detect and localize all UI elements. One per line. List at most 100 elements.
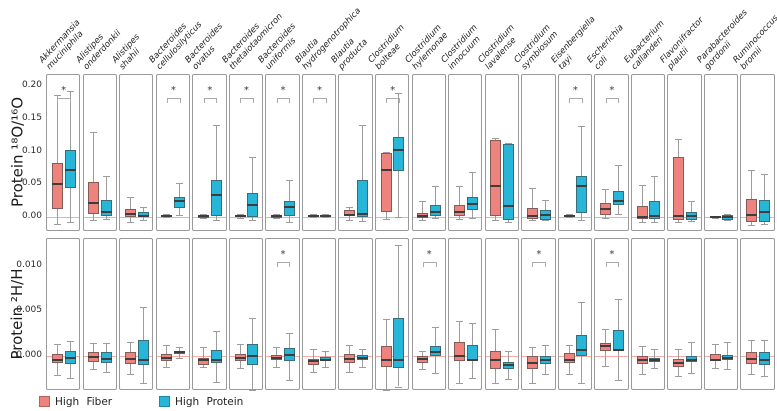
whisker-cap <box>565 217 573 218</box>
box-high-protein <box>393 318 405 368</box>
box-high-fiber <box>380 346 392 367</box>
box-high-protein <box>576 176 588 214</box>
median-line <box>466 202 478 205</box>
significance-star: * <box>280 85 286 96</box>
panel-alistipes-shahii <box>119 74 154 231</box>
panel-parabacteroides-gordonii <box>703 238 739 390</box>
whisker-cap <box>249 318 257 320</box>
box-high-fiber <box>636 205 648 219</box>
whisker-cap <box>651 221 659 223</box>
whisker-cap <box>687 373 695 374</box>
zero-line <box>193 217 226 218</box>
box-high-protein <box>137 339 149 365</box>
median-line <box>101 211 113 214</box>
panel-ruminococcus-bromii <box>740 74 775 231</box>
whisker-cap <box>90 220 98 222</box>
panel-clostridium-innocuum <box>448 74 483 231</box>
significance-bracket-leg <box>422 262 424 267</box>
panel-clostridium-bolteae: * <box>374 74 410 231</box>
median-line <box>612 200 624 203</box>
whisker-cap <box>53 94 61 96</box>
whisker-cap <box>638 373 646 375</box>
significance-bracket-leg <box>532 262 534 267</box>
panel-bacteroides-cellulosilyticus <box>155 238 191 390</box>
box-high-protein <box>466 345 478 362</box>
whisker-cap <box>492 220 500 222</box>
whisker-cap <box>103 372 111 374</box>
median-line <box>198 215 209 218</box>
significance-bracket <box>386 98 399 99</box>
box-high-protein <box>283 201 295 217</box>
whisker <box>617 165 619 215</box>
box-high-protein <box>210 349 222 364</box>
median-line <box>307 214 319 217</box>
whisker-cap <box>528 382 536 384</box>
median-line <box>539 214 551 217</box>
whisker-cap <box>724 369 732 371</box>
zero-line <box>595 217 628 218</box>
panel-bacteroides-uniformis: * <box>265 74 300 231</box>
box-high-protein <box>247 344 259 365</box>
whisker-cap <box>675 348 683 350</box>
whisker-cap <box>455 218 463 220</box>
box-high-fiber <box>563 353 575 364</box>
whisker-cap <box>285 332 293 334</box>
whisker-cap <box>541 373 549 375</box>
significance-bracket <box>532 262 546 263</box>
whisker-cap <box>103 175 111 177</box>
whisker-cap <box>358 348 366 350</box>
whisker-cap <box>492 328 500 330</box>
median-line <box>380 168 392 171</box>
median-line <box>161 214 173 217</box>
median-line <box>490 358 502 361</box>
whisker <box>288 179 290 223</box>
median-line <box>137 359 149 362</box>
whisker <box>471 171 473 219</box>
whisker-cap <box>103 218 111 220</box>
median-line <box>466 358 478 361</box>
box-high-fiber <box>453 204 465 217</box>
significance-bracket-leg <box>618 262 620 267</box>
zero-line <box>741 217 774 218</box>
whisker-cap <box>602 328 610 330</box>
significance-bracket-leg <box>179 98 181 103</box>
whisker-cap <box>66 90 74 92</box>
median-line <box>174 200 186 203</box>
whisker-cap <box>382 390 390 392</box>
whisker-cap <box>90 369 98 371</box>
median-line <box>283 206 295 209</box>
legend-swatch-high-fiber <box>39 396 50 407</box>
whisker-cap <box>139 307 147 309</box>
significance-bracket-leg <box>57 98 59 103</box>
panel-alistipes-onderdonkii <box>82 238 117 390</box>
median-line <box>234 356 246 359</box>
box-high-protein <box>430 204 442 217</box>
whisker <box>581 125 583 220</box>
whisker-cap <box>285 222 293 224</box>
whisker <box>422 201 424 220</box>
significance-bracket-leg <box>70 98 72 103</box>
median-line <box>600 345 612 348</box>
panel-clostridium-hylemonae <box>411 74 446 231</box>
box-high-protein <box>649 200 661 219</box>
whisker-cap <box>53 344 61 346</box>
zero-line <box>375 355 409 357</box>
significance-bracket <box>276 262 290 263</box>
median-line <box>649 215 661 218</box>
whisker-cap <box>53 374 61 376</box>
whisker-cap <box>455 186 463 188</box>
median-line <box>563 214 575 217</box>
panel-eubacterium-callanderi <box>630 238 666 390</box>
whisker-cap <box>614 165 622 167</box>
panel-bacteroides-thetaiotaomicron: * <box>228 74 264 231</box>
panel-clostridium-lavalense <box>484 238 519 390</box>
box-high-fiber <box>453 342 465 362</box>
whisker-cap <box>309 217 317 218</box>
whisker-cap <box>200 217 207 219</box>
median-line <box>247 203 259 206</box>
median-line <box>247 354 259 357</box>
zero-line <box>339 355 372 357</box>
zero-line <box>83 355 116 357</box>
whisker-cap <box>638 222 646 224</box>
